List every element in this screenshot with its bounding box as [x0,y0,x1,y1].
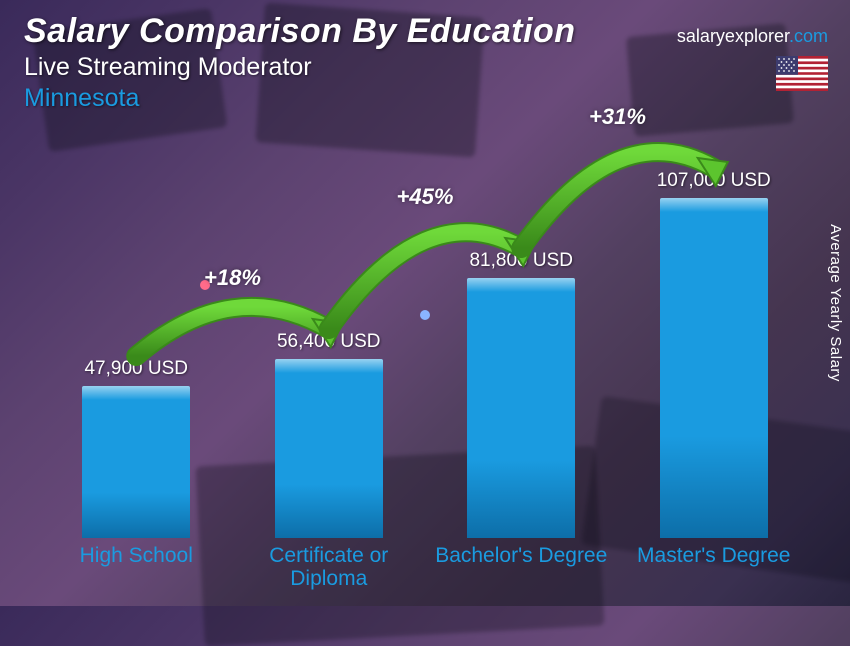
page-subtitle: Live Streaming Moderator [24,53,830,82]
y-axis-label: Average Yearly Salary [827,224,844,382]
flag-icon [776,56,828,91]
increase-pct-badge: +18% [188,262,278,294]
page-location: Minnesota [24,84,830,113]
brand-suffix: .com [789,26,828,46]
increase-pct-badge: +31% [573,101,663,133]
increase-pct-badge: +45% [380,181,470,213]
chart-area: 47,900 USD56,400 USD81,800 USD107,000 US… [40,140,810,596]
brand-name: salaryexplorer [677,26,789,46]
brand-label: salaryexplorer.com [677,26,828,47]
